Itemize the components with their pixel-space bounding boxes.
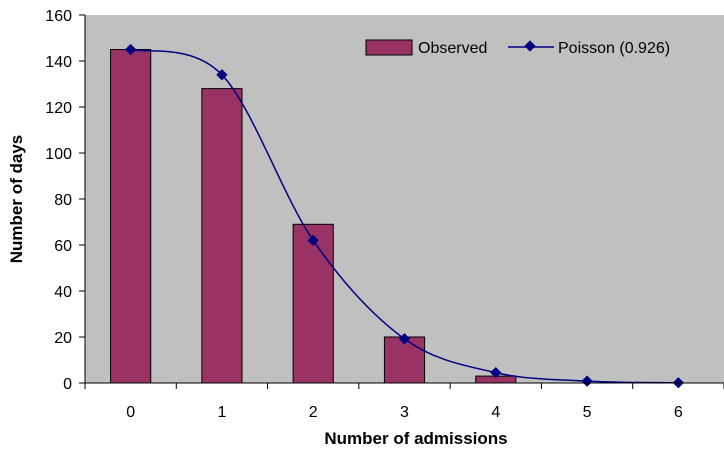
poisson-point-0	[124, 43, 137, 56]
x-tick-label: 3	[400, 404, 409, 421]
x-axis-title: Number of admissions	[324, 429, 507, 448]
bar-observed-1	[201, 88, 243, 384]
y-tick-label: 20	[54, 330, 72, 347]
legend-poisson-label: Poisson (0.926)	[558, 40, 670, 57]
x-tick-label: 1	[217, 404, 226, 421]
bar-observed-0	[110, 49, 152, 384]
y-tick-label: 160	[45, 8, 72, 25]
y-tick-label: 120	[45, 100, 72, 117]
bars-group	[110, 49, 517, 384]
y-ticks-group: 0 20 40 60 80 100 120 140 160	[45, 8, 85, 393]
poisson-point-4	[490, 366, 502, 379]
legend-poisson-marker	[524, 40, 536, 52]
plot-area	[85, 15, 724, 383]
bar-observed-3	[383, 336, 426, 384]
y-tick-label: 0	[63, 376, 72, 393]
y-tick-label: 140	[45, 54, 72, 71]
x-tick-label: 5	[583, 404, 592, 421]
y-tick-label: 100	[45, 146, 72, 163]
y-tick-label: 60	[54, 238, 72, 255]
y-tick-label: 80	[54, 192, 72, 209]
legend: Observed Poisson (0.926)	[365, 39, 670, 57]
poisson-point-3	[398, 333, 411, 345]
bar-observed-2	[292, 223, 334, 384]
poisson-point-2	[307, 234, 319, 247]
legend-observed-label: Observed	[418, 40, 487, 57]
poisson-point-5	[581, 375, 593, 387]
x-tick-label: 6	[674, 404, 683, 421]
x-ticks-group: 0 1 2 3 4 5 6	[84, 383, 724, 421]
x-tick-label: 4	[491, 404, 500, 421]
y-axis-title: Number of days	[7, 135, 26, 263]
y-tick-label: 40	[54, 284, 72, 301]
legend-observed-swatch	[365, 39, 413, 56]
x-tick-label: 2	[309, 404, 318, 421]
x-tick-label: 0	[126, 404, 135, 421]
